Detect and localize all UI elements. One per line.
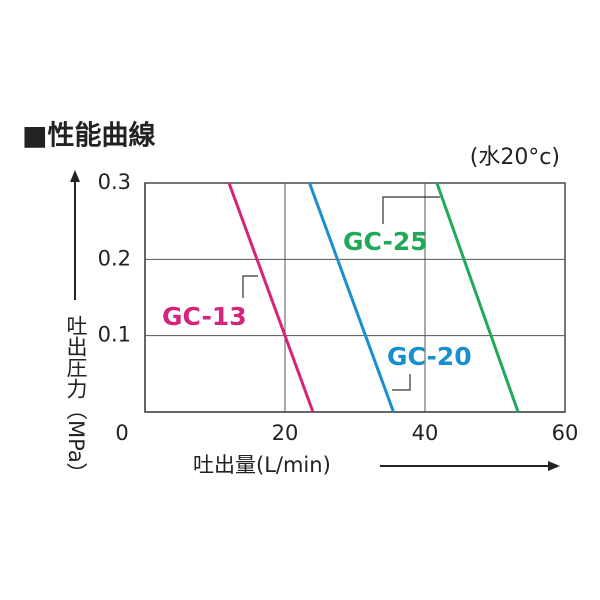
- x-tick-label: 40: [412, 421, 439, 445]
- series-line: [435, 182, 520, 413]
- series-line: [227, 182, 315, 413]
- y-tick-label: 0.2: [98, 246, 131, 270]
- y-axis-label: 吐出圧力（MPa）: [64, 315, 88, 484]
- x-tick-label: 20: [272, 421, 299, 445]
- leader-line: [242, 275, 258, 298]
- leader-line: [392, 374, 411, 391]
- series-label: GC-25: [343, 227, 428, 256]
- y-arrowhead: [70, 170, 80, 182]
- y-tick-label: 0.1: [98, 323, 131, 347]
- leader-line: [382, 196, 440, 224]
- x-axis-label: 吐出量(L/min): [193, 453, 331, 477]
- series-line: [308, 182, 395, 413]
- series-label: GC-20: [387, 342, 472, 371]
- series-label: GC-13: [162, 302, 247, 331]
- x-arrowhead: [548, 461, 560, 471]
- plot-frame: [144, 182, 566, 413]
- annotation: (水20°c): [470, 145, 560, 170]
- x-tick-label: 60: [552, 421, 579, 445]
- origin-label: 0: [115, 421, 128, 445]
- chart-title: ■性能曲線: [22, 120, 156, 152]
- y-tick-label: 0.3: [98, 170, 131, 194]
